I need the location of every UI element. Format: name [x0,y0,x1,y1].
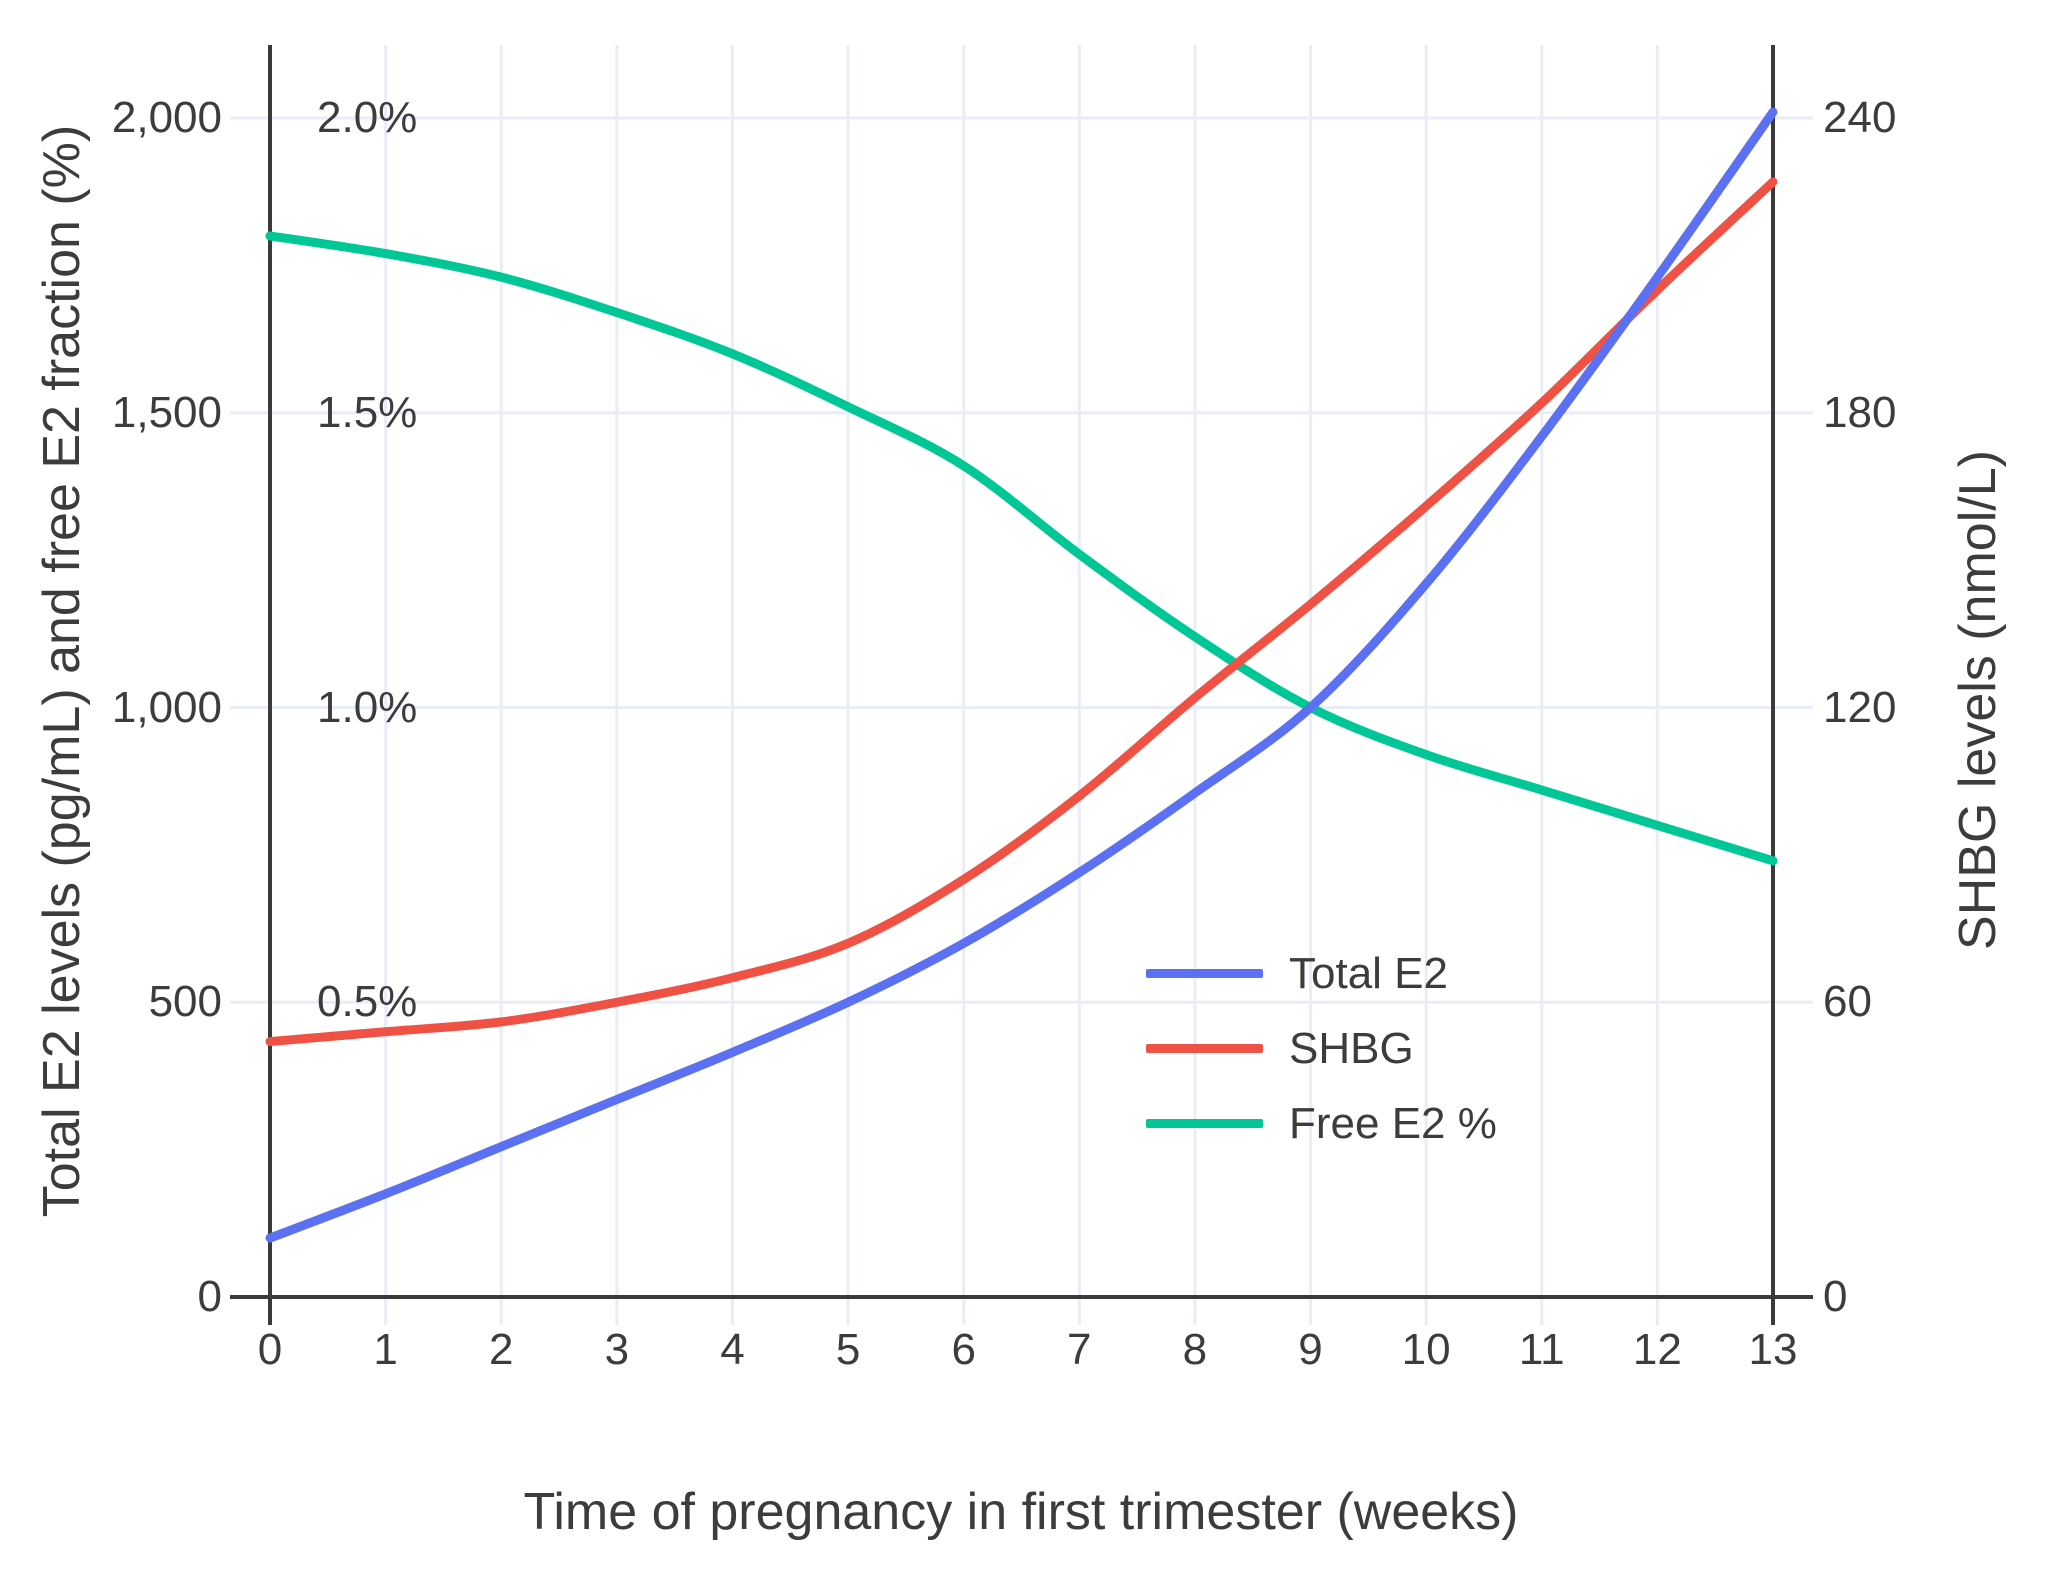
x-tick-1: 1 [373,1325,398,1374]
x-tick-5: 5 [835,1325,861,1374]
x-axis-title: Time of pregnancy in first trimester (we… [523,1483,1519,1541]
x-tick-8: 8 [1182,1325,1208,1374]
x-tick-4: 4 [720,1325,745,1374]
left-tick-500: 500 [148,977,222,1027]
x-tick-9: 9 [1298,1325,1323,1374]
right-tick-180: 180 [1823,387,1897,437]
legend-item-total-e2: Total E2 [1146,936,1497,1011]
x-tick-11: 11 [1518,1325,1565,1374]
x-tick-3: 3 [604,1325,630,1374]
left-tick-0: 0 [197,1272,222,1321]
x-tick-10: 10 [1401,1325,1451,1374]
x-tick-12: 12 [1632,1325,1682,1374]
legend: Total E2 SHBG Free E2 % [1146,936,1497,1161]
shbg-line [265,177,1778,1047]
x-tick-6: 6 [951,1325,976,1374]
x-tick-7: 7 [1067,1325,1092,1374]
left-tick-1,500: 1,500 [111,387,222,437]
x-tick-2: 2 [488,1325,514,1374]
left-percent-tick-0.5%: 0.5% [317,977,418,1027]
left-tick-2,000: 2,000 [111,93,222,142]
right-tick-240: 240 [1823,93,1897,142]
left-axis-title: Total E2 levels (pg/mL) and free E2 frac… [33,124,91,1218]
shbg-swatch-line [1146,1044,1263,1053]
x-tick-13: 13 [1748,1325,1798,1374]
total-e2-swatch-line [1146,969,1263,978]
legend-item-shbg: SHBG [1146,1011,1497,1086]
left-percent-tick-1.0%: 1.0% [317,682,418,732]
free-e2-percent-line [265,231,1778,866]
right-tick-60: 60 [1823,977,1872,1027]
left-percent-tick-1.5%: 1.5% [317,387,418,437]
right-axis-title: SHBG levels (nmol/L) [1949,450,2007,950]
legend-label: Total E2 [1289,948,1448,998]
left-percent-tick-2.0%: 2.0% [317,93,418,142]
legend-label: SHBG [1289,1023,1414,1073]
left-tick-1,000: 1,000 [111,682,222,732]
total-e2-line [265,107,1778,1243]
x-tick-0: 0 [257,1325,283,1374]
axis-lines [230,45,1813,1325]
right-tick-120: 120 [1823,682,1897,732]
right-tick-0: 0 [1823,1272,1848,1321]
axis-tick-marks [230,116,1813,1325]
gridlines [270,45,1773,1297]
free-e2-swatch-line [1146,1119,1263,1128]
legend-label: Free E2 % [1289,1098,1497,1148]
legend-item-free-e2: Free E2 % [1146,1086,1497,1161]
